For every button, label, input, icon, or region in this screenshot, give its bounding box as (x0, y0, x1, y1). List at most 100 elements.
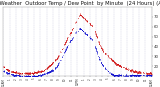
Point (26, 75, 28, 76)
Point (27, 76, 29, 77)
Point (113, 62, 116, 63)
Point (150, 72, 152, 73)
Point (120, 66, 122, 67)
Point (116, 75, 119, 76)
Point (80, 29, 83, 30)
Point (54, 59, 56, 61)
Point (42, 69, 45, 71)
Point (52, 61, 54, 62)
Point (148, 74, 150, 76)
Point (100, 47, 102, 48)
Point (43, 69, 46, 71)
Point (54, 67, 56, 68)
Point (19, 76, 22, 77)
Point (118, 74, 120, 75)
Point (41, 70, 43, 71)
Point (46, 72, 49, 74)
Point (71, 29, 74, 31)
Point (64, 48, 67, 49)
Point (116, 64, 118, 65)
Point (86, 20, 88, 22)
Point (56, 65, 59, 66)
Point (69, 41, 71, 42)
Point (117, 64, 120, 65)
Point (14, 75, 16, 76)
Point (118, 65, 121, 66)
Point (97, 41, 100, 42)
Point (28, 76, 30, 77)
Point (28, 75, 31, 77)
Point (6, 68, 8, 70)
Point (138, 73, 141, 74)
Point (132, 71, 135, 73)
Point (117, 74, 120, 75)
Point (85, 33, 88, 35)
Point (66, 38, 68, 40)
Point (132, 71, 135, 72)
Point (70, 31, 72, 32)
Point (31, 72, 34, 74)
Point (35, 76, 37, 77)
Point (70, 39, 73, 40)
Point (31, 72, 34, 73)
Point (89, 37, 92, 39)
Point (74, 21, 77, 23)
Point (147, 74, 149, 76)
Point (116, 75, 118, 76)
Point (32, 72, 34, 74)
Point (83, 32, 86, 33)
Point (29, 72, 31, 73)
Point (64, 50, 66, 51)
Point (101, 49, 104, 50)
Point (109, 58, 112, 59)
Point (150, 75, 153, 76)
Point (51, 70, 54, 71)
Point (63, 44, 66, 45)
Point (114, 63, 116, 64)
Point (84, 32, 87, 33)
Point (83, 32, 86, 33)
Point (10, 73, 12, 75)
Point (95, 35, 98, 36)
Point (63, 43, 66, 45)
Point (59, 59, 62, 61)
Point (135, 76, 138, 77)
Point (124, 75, 126, 76)
Point (96, 51, 98, 53)
Point (131, 75, 133, 76)
Point (7, 70, 9, 71)
Point (55, 58, 58, 59)
Point (111, 74, 113, 75)
Point (116, 64, 119, 65)
Point (134, 71, 137, 72)
Point (56, 64, 59, 65)
Point (21, 76, 23, 77)
Point (56, 65, 59, 66)
Point (48, 65, 50, 67)
Point (145, 74, 148, 75)
Point (120, 74, 122, 75)
Point (145, 75, 148, 76)
Point (63, 51, 66, 52)
Point (50, 70, 53, 71)
Point (11, 70, 14, 72)
Point (3, 67, 5, 68)
Point (43, 70, 45, 71)
Point (50, 70, 52, 71)
Point (69, 40, 71, 41)
Point (59, 51, 62, 52)
Point (132, 74, 135, 76)
Point (17, 72, 20, 73)
Point (107, 71, 110, 72)
Point (130, 69, 133, 70)
Point (36, 75, 39, 77)
Point (148, 74, 151, 76)
Point (64, 50, 66, 51)
Point (34, 71, 36, 73)
Point (43, 69, 45, 70)
Point (137, 72, 139, 74)
Point (26, 76, 28, 78)
Point (91, 39, 93, 40)
Point (145, 72, 147, 74)
Point (124, 75, 127, 76)
